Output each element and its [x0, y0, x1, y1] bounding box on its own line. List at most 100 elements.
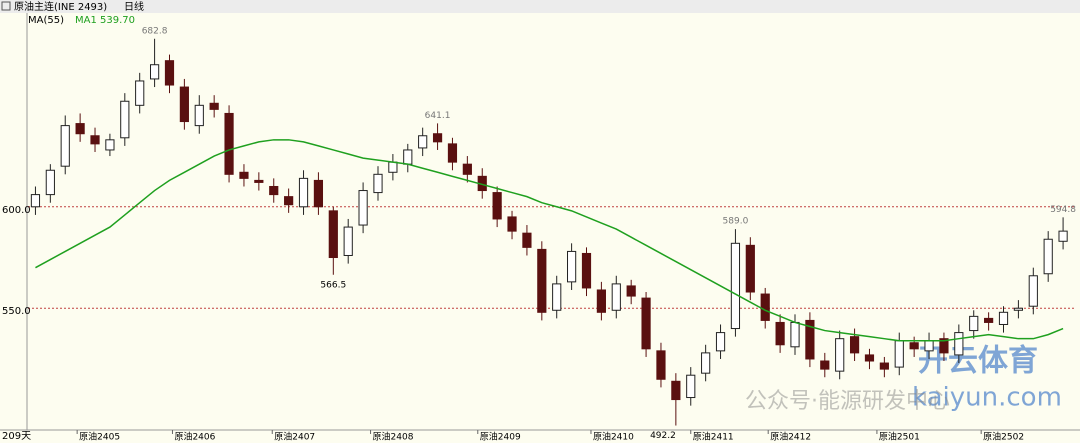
ma-label: MA1 539.70: [75, 15, 135, 26]
candle-body: [388, 161, 398, 173]
candle-body: [179, 86, 189, 123]
candle-body: [701, 352, 711, 374]
period[interactable]: 日线: [124, 0, 144, 13]
x-tick-label: 原油2411: [693, 431, 734, 443]
candle-body: [462, 163, 472, 175]
header-bar: [0, 0, 1080, 13]
candle-body: [775, 321, 785, 346]
watermark: kaiyun.com: [912, 383, 1062, 413]
candle-body: [45, 169, 55, 196]
candle-body: [730, 242, 741, 330]
candle-body: [567, 250, 577, 283]
x-tick-label: 原油2501: [879, 431, 920, 443]
candle-body: [135, 80, 145, 106]
peak-label: 566.5: [320, 280, 346, 290]
candle-body: [432, 133, 443, 143]
candle-body: [998, 311, 1009, 325]
x-tick-label: 原油2408: [373, 431, 414, 443]
candle-body: [820, 360, 830, 370]
candle-body: [90, 135, 100, 145]
candle-body: [760, 293, 770, 321]
candle-body: [715, 332, 726, 352]
peak-label: 682.8: [142, 26, 168, 36]
candle-body: [149, 64, 160, 80]
watermark: 开云体育: [918, 344, 1038, 379]
x-tick-label: 原油2406: [174, 431, 215, 443]
candle-body: [373, 173, 383, 194]
candle-body: [269, 185, 279, 196]
candle-body: [284, 196, 294, 206]
x-tick-label: 原油2407: [274, 431, 315, 443]
candle-body: [656, 350, 666, 380]
candle-body: [924, 340, 934, 352]
x-tick-label: 原油2502: [983, 431, 1024, 443]
indicator[interactable]: MA(55): [28, 15, 64, 26]
candle-body: [581, 252, 592, 289]
candle-body: [239, 171, 249, 179]
candle-body: [849, 336, 860, 354]
candle-body: [805, 319, 815, 360]
candle-body: [641, 297, 651, 350]
candle-body: [447, 143, 458, 163]
candle-body: [879, 362, 889, 370]
candle-body: [552, 283, 562, 311]
peak-label: 594.8: [1050, 205, 1076, 215]
candle-body: [1043, 238, 1053, 275]
x-tick-label: 原油2409: [480, 431, 521, 443]
candle-body: [969, 315, 979, 332]
watermark: 公众号·能源研发中心: [745, 389, 950, 414]
peak-label: 641.1: [425, 111, 451, 121]
candle-body: [224, 112, 234, 175]
candle-body: [164, 60, 175, 86]
candle-body: [492, 192, 502, 220]
y-tick-label: 600.0: [2, 205, 31, 216]
candle-body: [596, 289, 606, 313]
candle-body: [954, 332, 964, 356]
x-tick-label: 原油2405: [79, 431, 120, 443]
candle-body: [105, 139, 115, 151]
candle-body: [894, 340, 904, 368]
candle-body: [626, 285, 636, 297]
candle-body: [75, 123, 85, 135]
candle-body: [835, 338, 845, 372]
candle-body: [418, 135, 428, 149]
candle-body: [358, 190, 368, 226]
candle-body: [60, 125, 70, 167]
candle-body: [1013, 307, 1024, 311]
y-tick-label: 550.0: [2, 306, 31, 317]
candle-body: [30, 194, 41, 208]
candle-body: [313, 179, 324, 208]
candle-body: [343, 226, 353, 256]
peak-label: 492.2: [650, 431, 676, 441]
candle-body: [254, 179, 264, 183]
candle-body: [671, 380, 681, 401]
candle-body: [1058, 230, 1068, 242]
days-label: 209天: [2, 431, 31, 442]
candle-body: [611, 283, 621, 311]
candle-body: [984, 317, 994, 323]
x-tick-label: 原油2412: [770, 431, 811, 443]
candle-body: [194, 104, 204, 127]
candle-body: [328, 210, 338, 259]
candle-body: [939, 338, 949, 354]
candle-body: [507, 216, 517, 232]
symbol-title[interactable]: 原油主连(INE 2493): [14, 0, 107, 13]
candle-body: [403, 149, 413, 165]
candle-body: [864, 354, 875, 362]
candle-body: [298, 177, 309, 208]
ma-line: [35, 139, 1064, 342]
peak-label: 589.0: [723, 217, 749, 227]
candle-body: [790, 321, 800, 348]
candle-body: [909, 342, 919, 350]
candle-body: [522, 232, 532, 248]
x-tick-label: 原油2410: [593, 431, 634, 443]
candle-body: [686, 374, 696, 399]
candle-body: [537, 248, 547, 313]
menu-icon[interactable]: [1, 1, 11, 11]
candle-body: [120, 100, 130, 139]
candle-body: [745, 244, 755, 293]
candle-body: [1028, 275, 1038, 307]
candle-body: [209, 102, 219, 110]
